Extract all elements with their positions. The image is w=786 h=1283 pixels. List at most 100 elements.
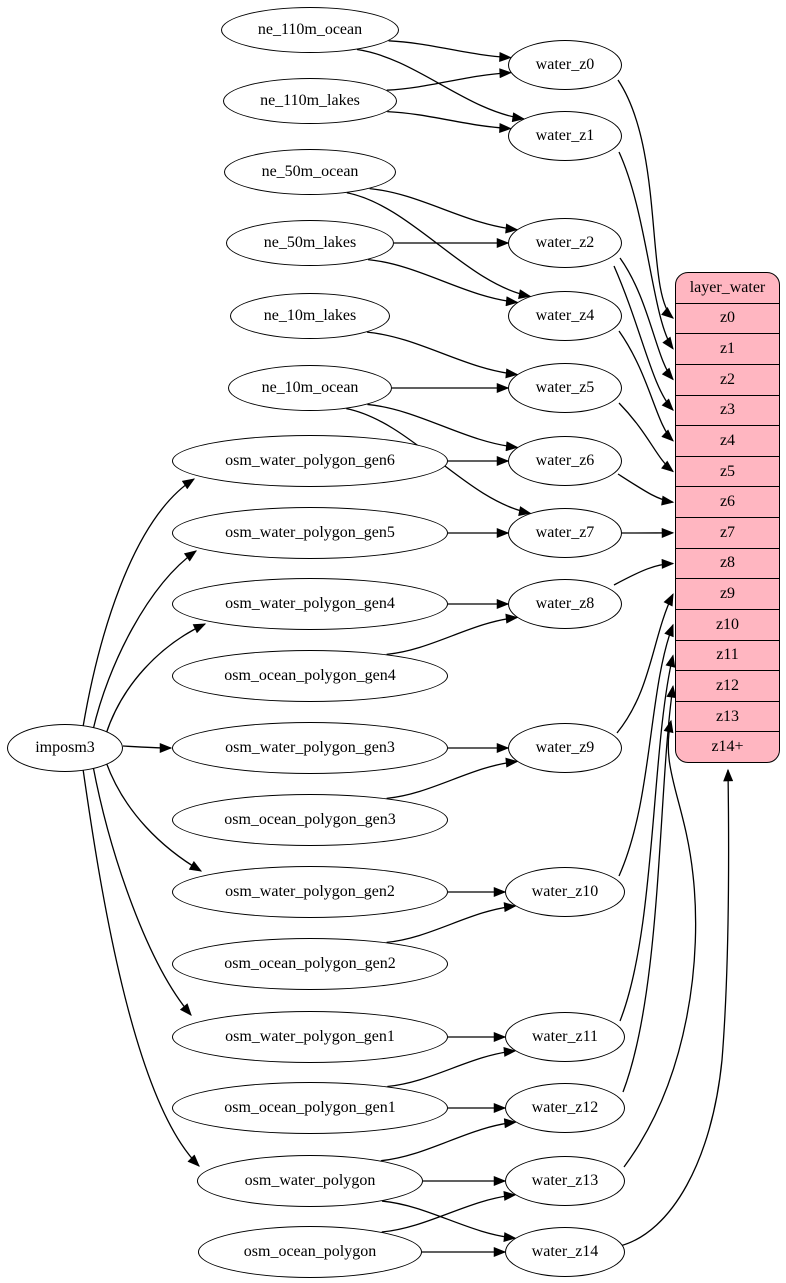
- node-label: ne_110m_ocean: [257, 21, 363, 38]
- edge-osm-ocean-polygon-gen1-to-water-z11: [387, 1046, 517, 1088]
- edge-water-z14-to-layer-water-z14plus: [619, 768, 734, 1247]
- node-osm-ocean-polygon-gen4: osm_ocean_polygon_gen4: [172, 650, 448, 702]
- edge-water-z10-to-layer-water-z10: [618, 623, 674, 877]
- edge-water-z11-to-layer-water-z11: [619, 654, 676, 1022]
- edge-imposm3-to-osm-water-polygon-gen5: [92, 550, 198, 731]
- edge-water-z2-to-layer-water-z3: [613, 265, 674, 412]
- edge-imposm3-to-osm-water-polygon-gen6: [82, 478, 196, 728]
- node-label: ne_110m_lakes: [260, 92, 360, 109]
- node-label: water_z14: [531, 1243, 599, 1260]
- node-ne-110m-lakes: ne_110m_lakes: [223, 78, 397, 124]
- node-imposm3: imposm3: [7, 724, 123, 772]
- edge-water-z4-to-layer-water-z4: [618, 330, 674, 442]
- edge-imposm3-to-osm-water-polygon-gen3: [122, 742, 173, 753]
- node-label: ne_50m_ocean: [261, 163, 359, 180]
- edge-osm-ocean-polygon-gen2-to-water-z10: [386, 902, 517, 944]
- node-label: osm_water_polygon_gen5: [225, 524, 395, 541]
- record-row-z9: z9: [676, 578, 779, 609]
- node-osm-water-polygon-gen5: osm_water_polygon_gen5: [172, 507, 448, 559]
- node-label: water_z12: [531, 1099, 599, 1116]
- node-water-z1: water_z1: [508, 111, 622, 161]
- node-label: osm_ocean_polygon_gen1: [224, 1099, 396, 1116]
- record-row-z10: z10: [676, 608, 779, 640]
- node-label: water_z1: [535, 127, 595, 144]
- node-label: water_z2: [535, 234, 595, 251]
- node-layer-water: layer_water z0 z1 z2 z3 z4 z5 z6 z7 z8 z9 z10 z11 z12…: [675, 272, 780, 763]
- node-label: water_z4: [535, 307, 595, 324]
- edge-ne-10m-lakes-to-water-z5: [367, 331, 519, 379]
- edge-ne-50m-lakes-to-water-z4: [367, 258, 519, 307]
- node-ne-10m-ocean: ne_10m_ocean: [228, 365, 392, 411]
- node-ne-50m-lakes: ne_50m_lakes: [226, 220, 394, 266]
- node-osm-water-polygon-gen3: osm_water_polygon_gen3: [172, 722, 448, 774]
- record-row-z1: z1: [676, 333, 779, 364]
- node-water-z14: water_z14: [505, 1227, 625, 1277]
- edge-water-z1-to-layer-water-z1: [618, 151, 674, 350]
- record-row-z3: z3: [676, 394, 779, 426]
- record-row-z13: z13: [676, 700, 779, 732]
- record-row-z7: z7: [676, 517, 779, 548]
- node-label: osm_ocean_polygon_gen4: [224, 667, 396, 684]
- node-label: ne_10m_lakes: [263, 307, 357, 324]
- node-label: osm_ocean_polygon: [243, 1243, 377, 1260]
- node-label: osm_water_polygon_gen2: [225, 883, 395, 900]
- node-label: water_z11: [531, 1028, 599, 1045]
- node-water-z12: water_z12: [505, 1083, 625, 1133]
- edge-water-z13-to-layer-water-z13: [623, 719, 697, 1168]
- node-label: water_z0: [535, 56, 595, 73]
- edge-ne-50m-ocean-to-water-z4: [346, 192, 532, 300]
- edge-ne-110m-ocean-to-water-z1: [356, 48, 525, 123]
- node-label: osm_ocean_polygon_gen2: [224, 955, 396, 972]
- node-label: ne_50m_lakes: [263, 234, 357, 251]
- node-label: osm_ocean_polygon_gen3: [224, 811, 396, 828]
- edge-water-z2-to-layer-water-z2: [619, 257, 674, 381]
- record-row-z6: z6: [676, 486, 779, 517]
- node-label: water_z8: [535, 595, 595, 612]
- record-row-z2: z2: [676, 363, 779, 395]
- edge-osm-water-polygon-to-water-z12: [380, 1118, 517, 1162]
- node-label: osm_water_polygon_gen4: [225, 595, 395, 612]
- node-label: water_z13: [531, 1172, 599, 1189]
- node-label: ne_10m_ocean: [261, 379, 359, 396]
- edge-water-z5-to-layer-water-z5: [618, 402, 674, 473]
- node-water-z13: water_z13: [505, 1156, 625, 1206]
- node-water-z2: water_z2: [508, 218, 622, 268]
- node-water-z4: water_z4: [508, 291, 622, 341]
- node-label: osm_water_polygon_gen1: [225, 1028, 395, 1045]
- node-label: water_z6: [535, 452, 595, 469]
- record-row-z14plus: z14+: [676, 731, 779, 762]
- record-row-z8: z8: [676, 547, 779, 579]
- edge-ne-110m-lakes-to-water-z0: [386, 68, 512, 91]
- node-water-z5: water_z5: [508, 363, 622, 413]
- node-water-z0: water_z0: [508, 40, 622, 90]
- edge-osm-ocean-polygon-gen3-to-water-z9: [386, 757, 519, 800]
- node-ne-110m-ocean: ne_110m_ocean: [221, 7, 399, 53]
- node-label: water_z7: [535, 524, 595, 541]
- edge-ne-50m-ocean-to-water-z2: [369, 187, 519, 234]
- node-osm-ocean-polygon-gen1: osm_ocean_polygon_gen1: [172, 1082, 448, 1134]
- edge-imposm3-to-osm-water-polygon-gen1: [92, 765, 192, 1016]
- edge-ne-110m-lakes-to-water-z1: [387, 110, 512, 133]
- record-row-z11: z11: [676, 639, 779, 671]
- record-title: layer_water: [689, 278, 766, 296]
- node-water-z11: water_z11: [505, 1012, 625, 1062]
- node-osm-water-polygon-gen2: osm_water_polygon_gen2: [172, 866, 448, 918]
- edge-ne-10m-ocean-to-water-z6: [367, 403, 519, 452]
- edge-imposm3-to-osm-water-polygon-gen2: [105, 761, 203, 872]
- node-label: water_z5: [535, 379, 595, 396]
- node-osm-water-polygon-gen1: osm_water_polygon_gen1: [172, 1011, 448, 1063]
- node-osm-water-polygon: osm_water_polygon: [197, 1155, 423, 1207]
- edge-osm-ocean-polygon-to-water-z13: [381, 1190, 517, 1233]
- node-water-z8: water_z8: [508, 579, 622, 629]
- node-label: osm_water_polygon_gen3: [225, 739, 395, 756]
- edge-water-z9-to-layer-water-z9: [616, 593, 674, 734]
- record-row-z5: z5: [676, 455, 779, 487]
- node-label: imposm3: [35, 739, 95, 756]
- node-osm-water-polygon-gen4: osm_water_polygon_gen4: [172, 578, 448, 630]
- record-row-z12: z12: [676, 670, 779, 701]
- node-ne-50m-ocean: ne_50m_ocean: [224, 149, 396, 195]
- node-water-z6: water_z6: [508, 436, 622, 486]
- node-water-z10: water_z10: [505, 867, 625, 917]
- edge-ne-110m-ocean-to-water-z0: [388, 40, 512, 62]
